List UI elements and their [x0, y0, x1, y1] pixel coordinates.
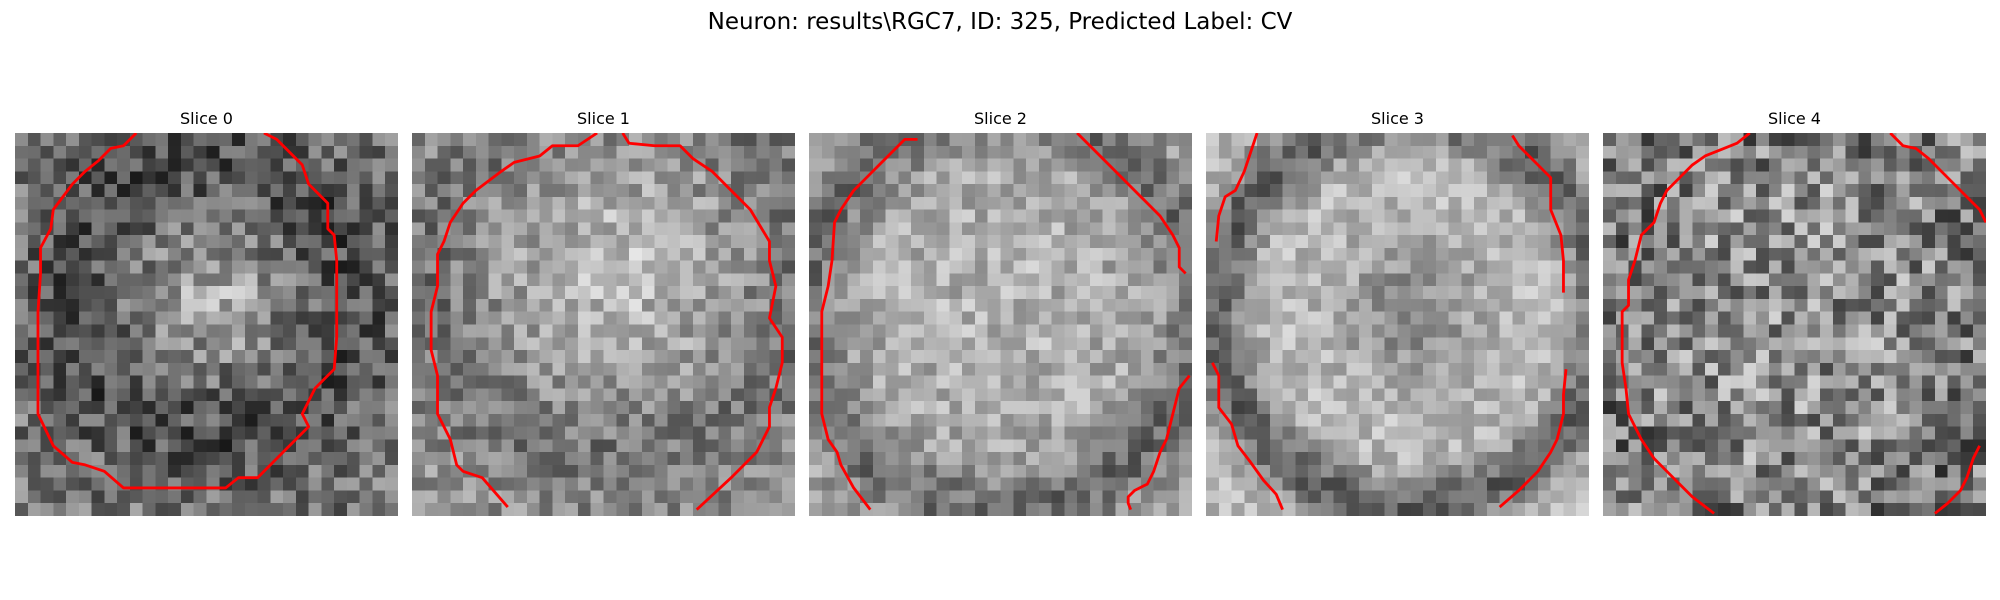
contour-line [1889, 133, 1986, 223]
slice-title: Slice 2 [974, 109, 1027, 128]
slice-image [809, 133, 1192, 516]
figure-title: Neuron: results\RGC7, ID: 325, Predicted… [707, 9, 1293, 35]
contour-line [429, 133, 598, 508]
slice-panel-4: Slice 4 [1603, 108, 1986, 516]
slice-panel-1: Slice 1 [412, 108, 795, 516]
slice-title: Slice 1 [577, 109, 630, 128]
slice-image [1206, 133, 1589, 516]
slice-panel-2: Slice 2 [809, 108, 1192, 516]
contour-line [1076, 133, 1187, 275]
slice-title: Slice 3 [1371, 109, 1424, 128]
slice-panel-3: Slice 3 [1206, 108, 1589, 516]
pixel-grid [809, 133, 1192, 516]
pixel-grid [1206, 133, 1589, 516]
slice-image [15, 133, 398, 516]
pixel-grid [1603, 133, 1986, 516]
slice-image [1603, 133, 1986, 516]
slice-title: Slice 4 [1768, 109, 1821, 128]
contour-line [1211, 362, 1284, 511]
contour-line [1126, 374, 1191, 511]
contour-line [820, 137, 918, 511]
contour-line [1511, 134, 1565, 293]
pixel-grid [412, 133, 795, 516]
contour-line [1214, 133, 1259, 242]
contour-line [1620, 133, 1751, 515]
slice-title: Slice 0 [180, 109, 233, 128]
contour-line [1498, 369, 1568, 509]
contour-line [621, 133, 784, 511]
contour-line [1934, 445, 1981, 515]
slice-image [412, 133, 795, 516]
contour-line [36, 133, 339, 490]
pixel-grid [15, 133, 398, 516]
slice-panel-0: Slice 0 [15, 108, 398, 516]
